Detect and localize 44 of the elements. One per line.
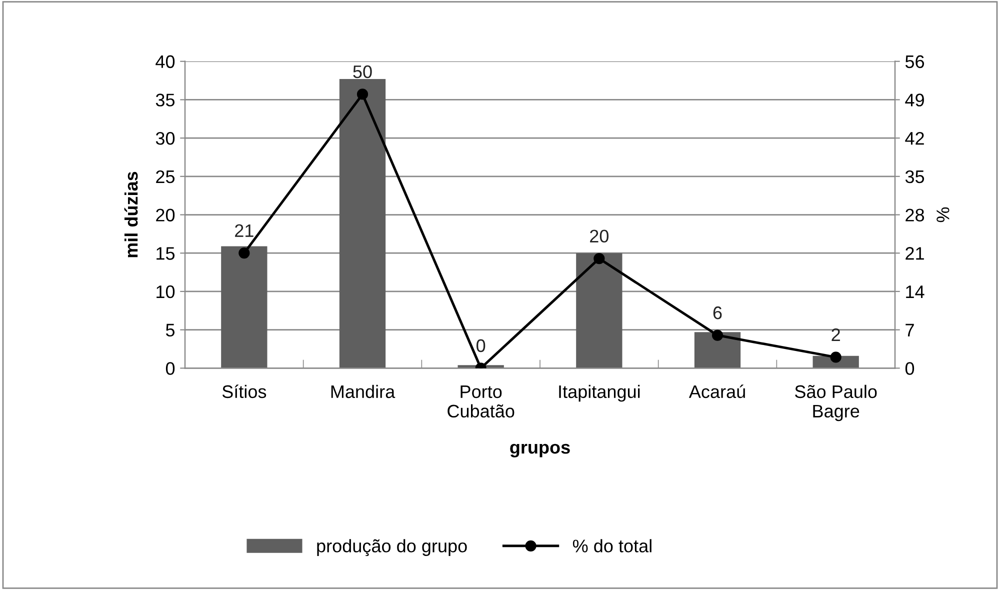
y-axis-title: mil dúzias (124, 172, 138, 258)
y2-tick-label: 49 (905, 94, 924, 106)
x-tick-label: Sítios (222, 384, 266, 398)
data-label: 21 (235, 224, 254, 237)
bar (576, 253, 622, 368)
y-tick-label: 20 (156, 208, 175, 222)
y2-tick-label: 7 (906, 324, 914, 336)
x-axis-title: grupos (510, 444, 570, 458)
legend-label: % do total (572, 539, 652, 552)
data-label: 6 (713, 306, 722, 320)
y-tick-label: 40 (156, 55, 175, 68)
x-tick-label: São Paulo Bagre (794, 384, 877, 422)
point (356, 88, 368, 100)
y2-tick-label: 42 (905, 132, 924, 145)
data-label: 20 (590, 230, 609, 243)
y-tick-label: 5 (166, 324, 175, 337)
x-tick-label: Porto Cubatão (448, 385, 514, 418)
y2-tick-label: 28 (906, 208, 924, 222)
bar (221, 246, 268, 368)
y-tick-label: 30 (156, 132, 175, 145)
y2-tick-label: 14 (906, 286, 924, 298)
data-label: 0 (476, 339, 486, 352)
y2-tick-label: 21 (906, 247, 924, 260)
point (830, 352, 842, 363)
y2-tick-label: 56 (905, 55, 924, 68)
legend-label: produção do grupo (317, 539, 467, 556)
data-label: 50 (353, 65, 372, 78)
bar (694, 332, 741, 368)
y-tick-label: 15 (156, 247, 175, 260)
y2-axis-title: % (936, 207, 950, 222)
point (712, 330, 724, 341)
data-label: 2 (832, 328, 840, 341)
y-tick-label: 10 (156, 285, 175, 298)
y2-tick-label: 35 (905, 170, 924, 184)
y-tick-label: 35 (156, 94, 175, 106)
x-tick-label: Itapitangui (559, 384, 640, 402)
y2-tick-label: 0 (905, 362, 914, 375)
point (238, 248, 250, 259)
y-tick-label: 25 (156, 170, 175, 184)
point (594, 253, 605, 264)
bar (339, 79, 386, 368)
y-tick-label: 0 (166, 362, 175, 375)
x-tick-label: Acaraú (688, 384, 745, 398)
x-tick-label: Mandira (331, 384, 396, 398)
